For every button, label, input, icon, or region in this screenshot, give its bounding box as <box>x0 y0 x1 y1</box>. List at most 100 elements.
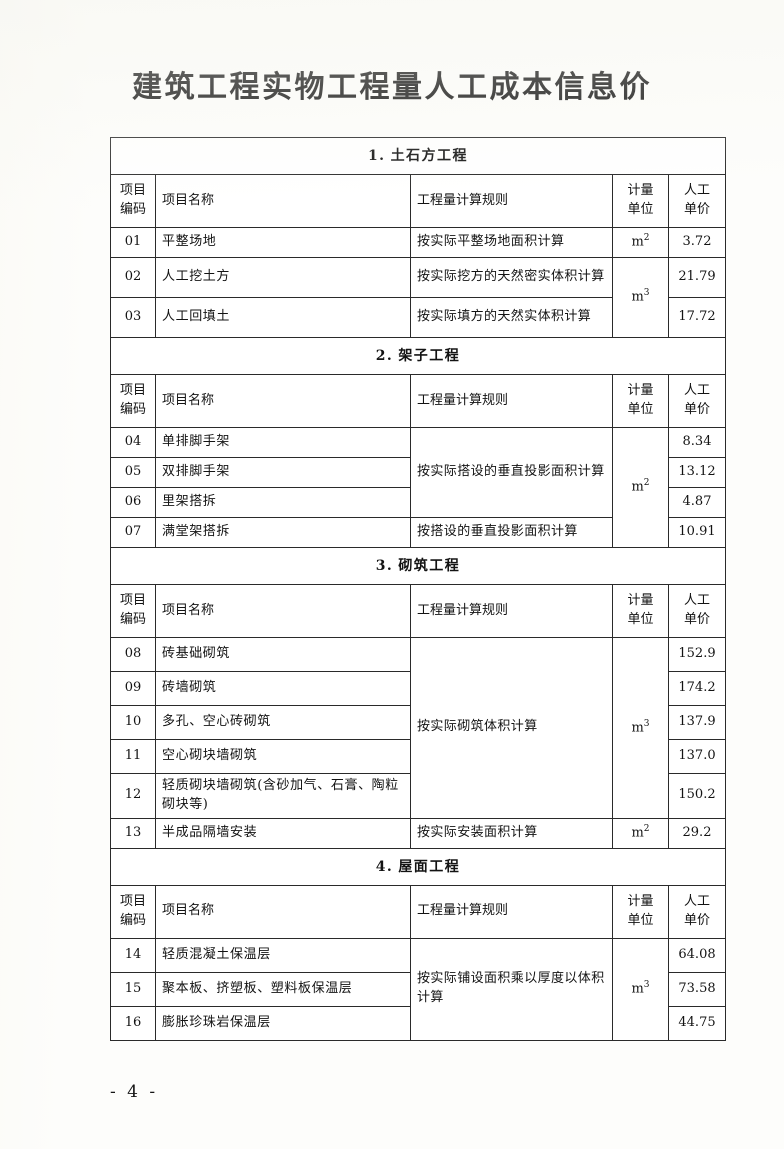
item-code: 11 <box>110 739 156 774</box>
labor-cost-table: 1. 土石方工程 项目 编码 项目名称 工程量计算规则 计量 单位 人工 单价 0… <box>110 137 726 1041</box>
item-name: 单排脚手架 <box>155 427 411 458</box>
section-number: 1. <box>367 147 386 164</box>
table-row: 02 人工挖土方 按实际挖方的天然密实体积计算 m3 21.79 <box>110 257 726 338</box>
section-title-3: 3. 砌筑工程 <box>110 547 726 585</box>
item-price: 44.75 <box>668 1005 726 1041</box>
item-name: 人工挖土方 <box>155 257 411 298</box>
item-unit: m3 <box>612 637 669 819</box>
item-code: 16 <box>110 1005 156 1041</box>
header-price: 人工 单价 <box>668 884 726 939</box>
column-header-row: 项目 编码 项目名称 工程量计算规则 计量 单位 人工 单价 <box>110 584 726 638</box>
item-rule: 按实际砌筑体积计算 <box>410 637 613 819</box>
section-number: 3. <box>375 557 394 574</box>
item-unit: m2 <box>612 227 669 258</box>
table-row: 14 轻质混凝土保温层 按实际铺设面积乘以厚度以体积计算 m3 64.08 <box>110 937 726 1041</box>
item-price: 4.87 <box>668 487 726 518</box>
item-rule: 按实际填方的天然实体积计算 <box>410 297 613 338</box>
section-title-2: 2. 架子工程 <box>110 337 726 375</box>
item-price: 13.12 <box>668 457 726 488</box>
item-price: 29.2 <box>668 817 726 849</box>
section-name: 架子工程 <box>398 347 461 364</box>
item-code: 05 <box>110 457 156 488</box>
item-name: 满堂架搭拆 <box>155 517 411 548</box>
item-rule: 按实际安装面积计算 <box>410 817 613 849</box>
table-row: 01 平整场地 按实际平整场地面积计算 m2 3.72 <box>110 227 726 258</box>
item-name: 聚本板、挤塑板、塑料板保温层 <box>155 971 411 1007</box>
item-code: 08 <box>110 637 156 672</box>
header-code: 项目 编码 <box>110 884 156 939</box>
item-price: 137.0 <box>668 739 726 774</box>
item-price: 174.2 <box>668 671 726 706</box>
section-header-row: 3. 砌筑工程 <box>110 547 726 585</box>
section-number: 4. <box>375 858 394 875</box>
column-header-row: 项目 编码 项目名称 工程量计算规则 计量 单位 人工 单价 <box>110 374 726 428</box>
item-price: 17.72 <box>668 297 726 338</box>
item-price: 3.72 <box>668 227 726 258</box>
header-unit: 计量 单位 <box>612 174 669 228</box>
page-title: 建筑工程实物工程量人工成本信息价 <box>132 70 652 105</box>
header-rule: 工程量计算规则 <box>410 584 613 638</box>
header-name: 项目名称 <box>155 584 411 638</box>
section-number: 2. <box>375 347 394 364</box>
item-price: 10.91 <box>668 517 726 548</box>
header-rule: 工程量计算规则 <box>410 174 613 228</box>
item-code: 06 <box>110 487 156 518</box>
table-row: 08 砖基础砌筑 按实际砌筑体积计算 m3 152.9 <box>110 637 726 819</box>
item-rule: 按实际铺设面积乘以厚度以体积计算 <box>410 937 613 1041</box>
item-price: 152.9 <box>668 637 726 672</box>
item-name: 里架搭拆 <box>155 487 411 518</box>
section-header-row: 4. 屋面工程 <box>110 847 726 886</box>
item-code: 12 <box>110 773 156 819</box>
item-code: 04 <box>110 427 156 458</box>
item-price: 73.58 <box>668 971 726 1007</box>
column-header-row: 项目 编码 项目名称 工程量计算规则 计量 单位 人工 单价 <box>110 174 726 228</box>
item-unit: m2 <box>612 427 669 548</box>
section-name: 砌筑工程 <box>398 557 461 574</box>
section-header-row: 1. 土石方工程 <box>110 137 726 175</box>
header-code: 项目 编码 <box>110 584 156 638</box>
page-number: - 4 - <box>110 1082 159 1102</box>
table-row: 04 单排脚手架 按实际搭设的垂直投影面积计算 m2 8.34 <box>110 427 726 548</box>
item-rule: 按实际平整场地面积计算 <box>410 227 613 258</box>
column-header-row: 项目 编码 项目名称 工程量计算规则 计量 单位 人工 单价 <box>110 884 726 939</box>
item-name: 轻质砌块墙砌筑(含砂加气、石膏、陶粒砌块等) <box>155 773 411 819</box>
item-code: 07 <box>110 517 156 548</box>
item-code: 15 <box>110 971 156 1007</box>
item-rule: 按搭设的垂直投影面积计算 <box>410 517 613 548</box>
table-row: 13 半成品隔墙安装 按实际安装面积计算 m2 29.2 <box>110 817 726 849</box>
item-name: 轻质混凝土保温层 <box>155 937 411 973</box>
item-name: 半成品隔墙安装 <box>155 817 411 849</box>
item-name: 砖基础砌筑 <box>155 637 411 672</box>
item-name: 膨胀珍珠岩保温层 <box>155 1005 411 1041</box>
item-rule: 按实际挖方的天然密实体积计算 <box>410 257 613 298</box>
item-name: 人工回填土 <box>155 297 411 338</box>
item-name: 双排脚手架 <box>155 457 411 488</box>
section-title-4: 4. 屋面工程 <box>110 847 726 886</box>
item-price: 64.08 <box>668 937 726 973</box>
header-price: 人工 单价 <box>668 584 726 638</box>
item-price: 150.2 <box>668 773 726 819</box>
item-code: 13 <box>110 817 156 849</box>
item-code: 09 <box>110 671 156 706</box>
section-header-row: 2. 架子工程 <box>110 337 726 375</box>
item-code: 10 <box>110 705 156 740</box>
section-title-1: 1. 土石方工程 <box>110 137 726 175</box>
header-code: 项目 编码 <box>110 374 156 428</box>
item-name: 多孔、空心砖砌筑 <box>155 705 411 740</box>
header-name: 项目名称 <box>155 374 411 428</box>
header-rule: 工程量计算规则 <box>410 374 613 428</box>
item-name: 砖墙砌筑 <box>155 671 411 706</box>
item-price: 137.9 <box>668 705 726 740</box>
item-unit: m3 <box>612 257 669 338</box>
item-price: 8.34 <box>668 427 726 458</box>
header-price: 人工 单价 <box>668 374 726 428</box>
section-name: 土石方工程 <box>390 147 469 164</box>
header-unit: 计量 单位 <box>612 584 669 638</box>
section-name: 屋面工程 <box>398 858 461 875</box>
item-code: 01 <box>110 227 156 258</box>
item-name: 空心砌块墙砌筑 <box>155 739 411 774</box>
item-name: 平整场地 <box>155 227 411 258</box>
item-code: 02 <box>110 257 156 298</box>
item-code: 03 <box>110 297 156 338</box>
header-name: 项目名称 <box>155 174 411 228</box>
